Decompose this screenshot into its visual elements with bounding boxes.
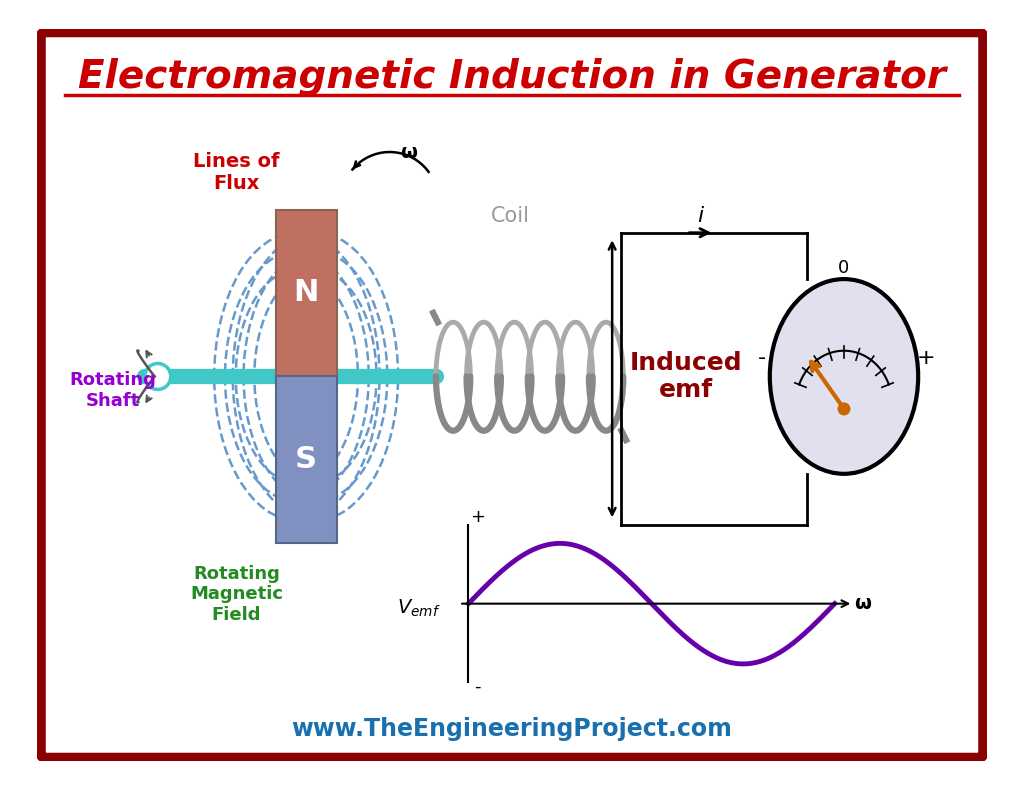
Circle shape bbox=[144, 363, 171, 389]
Text: Electromagnetic Induction in Generator: Electromagnetic Induction in Generator bbox=[78, 58, 946, 96]
Text: -: - bbox=[474, 678, 481, 696]
Text: N: N bbox=[294, 279, 318, 307]
Bar bbox=[276, 209, 337, 377]
Text: ω: ω bbox=[854, 594, 871, 613]
Text: i: i bbox=[697, 206, 703, 226]
Bar bbox=[276, 377, 337, 544]
Text: www.TheEngineeringProject.com: www.TheEngineeringProject.com bbox=[292, 717, 732, 741]
Text: Rotating
Shaft: Rotating Shaft bbox=[70, 371, 157, 410]
Text: $V_{emf}$: $V_{emf}$ bbox=[397, 598, 440, 619]
Text: Lines of
Flux: Lines of Flux bbox=[194, 152, 280, 193]
Text: ω: ω bbox=[399, 142, 417, 161]
Text: -: - bbox=[759, 348, 766, 368]
Text: Coil: Coil bbox=[490, 206, 529, 226]
Text: S: S bbox=[295, 446, 317, 475]
Text: +: + bbox=[916, 348, 935, 368]
FancyBboxPatch shape bbox=[41, 32, 983, 758]
Circle shape bbox=[838, 402, 851, 416]
Text: Rotating
Magnetic
Field: Rotating Magnetic Field bbox=[190, 565, 283, 624]
Text: Induced
emf: Induced emf bbox=[630, 351, 742, 402]
Text: 0: 0 bbox=[839, 259, 850, 277]
Ellipse shape bbox=[770, 279, 919, 474]
Text: +: + bbox=[470, 509, 485, 526]
